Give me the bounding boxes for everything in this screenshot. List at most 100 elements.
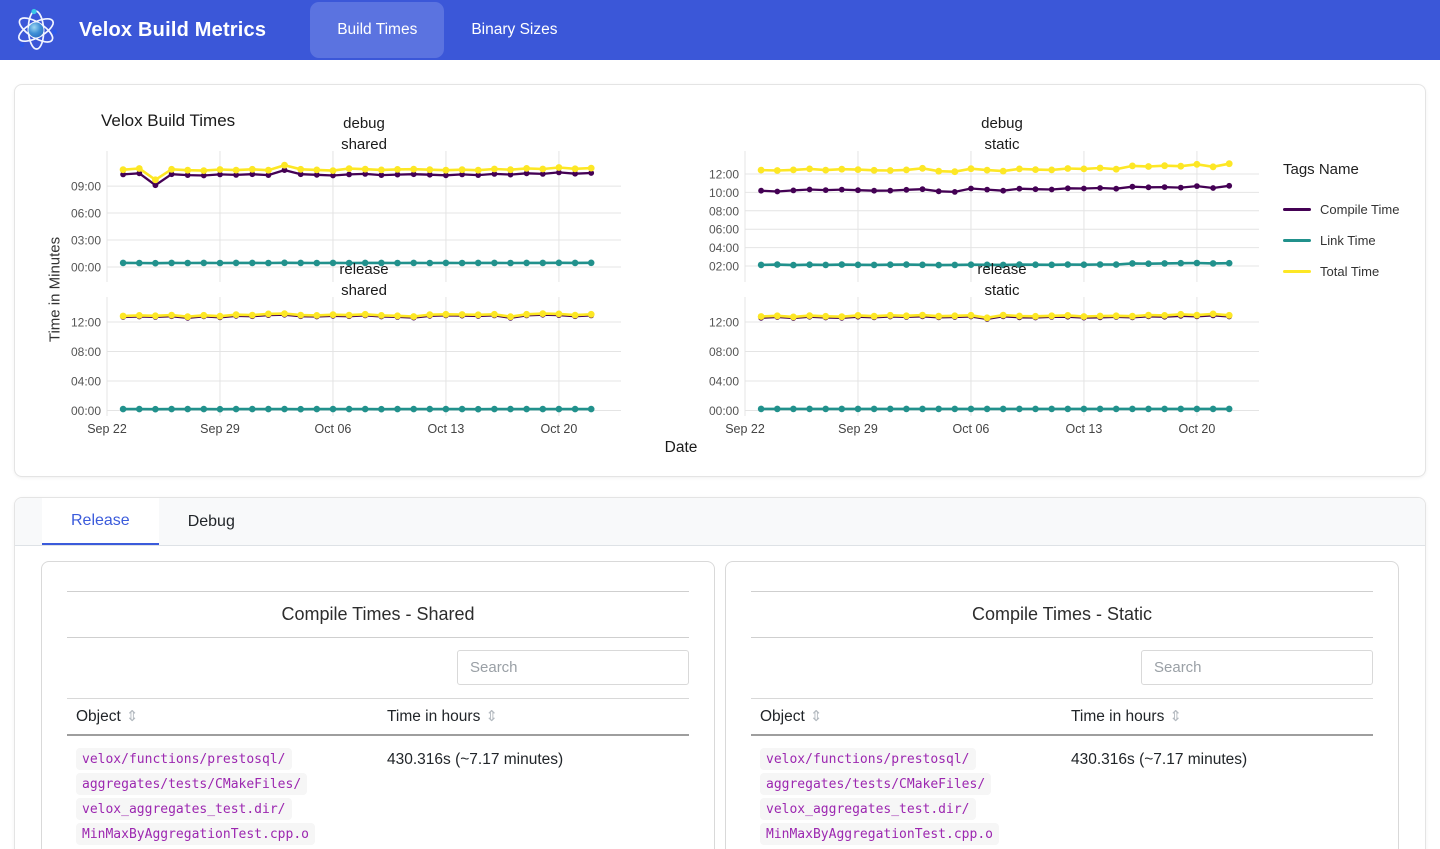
navbar-brand-group: Velox Build Metrics bbox=[0, 0, 266, 60]
legend-entries: Compile Time Link Time Total Time bbox=[1283, 202, 1433, 279]
svg-text:Oct 20: Oct 20 bbox=[541, 422, 578, 436]
svg-text:04:00: 04:00 bbox=[71, 375, 101, 389]
compile-times-section: Release Debug Compile Times - Shared Obj… bbox=[14, 497, 1426, 849]
series-line-total-time bbox=[761, 162, 1230, 174]
svg-text:06:00: 06:00 bbox=[709, 223, 739, 237]
facet-release-static-plot[interactable]: 12:00 08:00 04:00 00:00 Sep 22 Sep 29 Oct 06 Oc… bbox=[693, 291, 1263, 461]
series-line-total-time bbox=[123, 163, 592, 182]
svg-text:Sep 29: Sep 29 bbox=[200, 422, 240, 436]
svg-text:09:00: 09:00 bbox=[71, 180, 101, 194]
tab-release[interactable]: Release bbox=[42, 498, 159, 545]
table-header-static: Object ⇕ Time in hours ⇕ bbox=[751, 698, 1373, 736]
facet-title-release-shared: release shared bbox=[339, 261, 389, 299]
object-path-line: velox/functions/prestosql/ bbox=[760, 748, 1062, 770]
legend-entry-compile-time[interactable]: Compile Time bbox=[1283, 202, 1433, 217]
legend-entry-link-time[interactable]: Link Time bbox=[1283, 233, 1433, 248]
divider bbox=[751, 591, 1373, 592]
series-line-compile-time bbox=[761, 184, 1230, 194]
sort-icon[interactable]: ⇕ bbox=[1169, 708, 1182, 725]
column-header-time[interactable]: Time in hours ⇕ bbox=[378, 707, 689, 726]
nav-tab-build-times[interactable]: Build Times bbox=[310, 2, 445, 58]
x-axis-label: Date bbox=[664, 439, 698, 456]
column-header-time[interactable]: Time in hours ⇕ bbox=[1062, 707, 1373, 726]
legend-label: Total Time bbox=[1320, 264, 1380, 279]
svg-text:Sep 22: Sep 22 bbox=[87, 422, 127, 436]
svg-text:03:00: 03:00 bbox=[71, 234, 101, 248]
compile-times-shared-card: Compile Times - Shared Object⇕ Time in h… bbox=[41, 561, 715, 849]
svg-text:08:00: 08:00 bbox=[71, 345, 101, 359]
table-title-shared: Compile Times - Shared bbox=[281, 604, 475, 624]
facet-release-shared-plot[interactable]: 12:00 08:00 04:00 00:00 Sep 22 Sep 29 Oct 06 Oc… bbox=[55, 291, 625, 461]
svg-text:00:00: 00:00 bbox=[709, 404, 739, 418]
legend-swatch bbox=[1283, 270, 1311, 273]
tables-wrap: Compile Times - Shared Object⇕ Time in h… bbox=[15, 546, 1425, 849]
facet-title-release-static: release static bbox=[977, 261, 1027, 299]
chart-title: Velox Build Times bbox=[101, 111, 236, 130]
sort-icon[interactable]: ⇕ bbox=[485, 708, 498, 725]
object-path-line: MinMaxByAggregationTest.cpp.o bbox=[76, 823, 378, 845]
svg-text:Sep 29: Sep 29 bbox=[838, 422, 878, 436]
search-input-shared[interactable] bbox=[457, 650, 689, 685]
legend-swatch bbox=[1283, 208, 1311, 211]
table-row: velox/functions/prestosql/ aggregates/te… bbox=[67, 736, 689, 848]
object-cell: velox/functions/prestosql/ aggregates/te… bbox=[751, 748, 1062, 848]
column-label: Time in hours bbox=[1071, 708, 1165, 725]
divider bbox=[751, 637, 1373, 638]
chart-legend: Tags Name Compile Time Link Time Total Tim… bbox=[1283, 161, 1433, 295]
facet-debug-static-plot[interactable]: 12:00 10:00 08:00 06:00 04:00 02:00 bbox=[693, 145, 1263, 289]
build-times-chart-card: Velox Build Times Time in Minutes 09:00 0… bbox=[14, 84, 1426, 477]
legend-title: Tags Name bbox=[1283, 161, 1359, 178]
facet-title-debug-static: debug static bbox=[981, 115, 1023, 153]
sort-icon[interactable]: ⇕ bbox=[809, 708, 823, 725]
table-row: velox/functions/prestosql/ aggregates/te… bbox=[751, 736, 1373, 848]
divider bbox=[67, 637, 689, 638]
nav-tab-binary-sizes[interactable]: Binary Sizes bbox=[471, 21, 558, 38]
svg-text:02:00: 02:00 bbox=[709, 259, 739, 273]
search-row bbox=[67, 650, 689, 685]
svg-text:00:00: 00:00 bbox=[71, 260, 101, 274]
legend-entry-total-time[interactable]: Total Time bbox=[1283, 264, 1433, 279]
app-title: Velox Build Metrics bbox=[79, 18, 267, 41]
compile-times-static-card: Compile Times - Static Object⇕ Time in h… bbox=[725, 561, 1399, 849]
svg-text:08:00: 08:00 bbox=[709, 345, 739, 359]
tab-debug[interactable]: Debug bbox=[187, 512, 235, 530]
navbar: Velox Build Metrics Build Times Binary S… bbox=[0, 0, 1440, 60]
object-path-line: velox_aggregates_test.dir/ bbox=[76, 798, 378, 820]
time-cell: 430.316s (~7.17 minutes) bbox=[387, 751, 564, 768]
legend-label: Compile Time bbox=[1320, 202, 1400, 217]
time-cell: 430.316s (~7.17 minutes) bbox=[1071, 751, 1248, 768]
column-label: Object bbox=[76, 708, 121, 725]
svg-text:08:00: 08:00 bbox=[709, 204, 739, 218]
build-type-tabs: Release Debug bbox=[15, 498, 1425, 546]
sort-icon[interactable]: ⇕ bbox=[125, 708, 139, 725]
facet-debug-shared-plot[interactable]: 09:00 06:00 03:00 00:00 bbox=[55, 145, 625, 289]
svg-text:Oct 06: Oct 06 bbox=[953, 422, 990, 436]
column-label: Object bbox=[760, 708, 805, 725]
svg-text:12:00: 12:00 bbox=[709, 316, 739, 330]
svg-text:00:00: 00:00 bbox=[71, 404, 101, 418]
svg-text:10:00: 10:00 bbox=[709, 186, 739, 200]
legend-label: Link Time bbox=[1320, 233, 1376, 248]
column-label: Time in hours bbox=[387, 708, 481, 725]
object-path-line: aggregates/tests/CMakeFiles/ bbox=[76, 773, 378, 795]
divider bbox=[67, 591, 689, 592]
svg-text:06:00: 06:00 bbox=[71, 207, 101, 221]
object-path-line: MinMaxByAggregationTest.cpp.o bbox=[760, 823, 1062, 845]
column-header-object[interactable]: Object ⇕ bbox=[751, 707, 1062, 726]
svg-text:Sep 22: Sep 22 bbox=[725, 422, 765, 436]
svg-text:04:00: 04:00 bbox=[709, 375, 739, 389]
object-path-line: aggregates/tests/CMakeFiles/ bbox=[760, 773, 1062, 795]
table-header-shared: Object ⇕ Time in hours ⇕ bbox=[67, 698, 689, 736]
atom-logo-icon[interactable] bbox=[13, 7, 59, 53]
table-title-static: Compile Times - Static bbox=[971, 604, 1153, 624]
legend-swatch bbox=[1283, 239, 1311, 242]
search-input-static[interactable] bbox=[1141, 650, 1373, 685]
object-path-line: velox_aggregates_test.dir/ bbox=[760, 798, 1062, 820]
svg-text:12:00: 12:00 bbox=[71, 316, 101, 330]
svg-text:04:00: 04:00 bbox=[709, 241, 739, 255]
series-line-compile-time bbox=[123, 168, 592, 187]
object-cell: velox/functions/prestosql/ aggregates/te… bbox=[67, 748, 378, 848]
column-header-object[interactable]: Object ⇕ bbox=[67, 707, 378, 726]
navbar-tabs: Build Times Binary Sizes bbox=[310, 0, 584, 60]
